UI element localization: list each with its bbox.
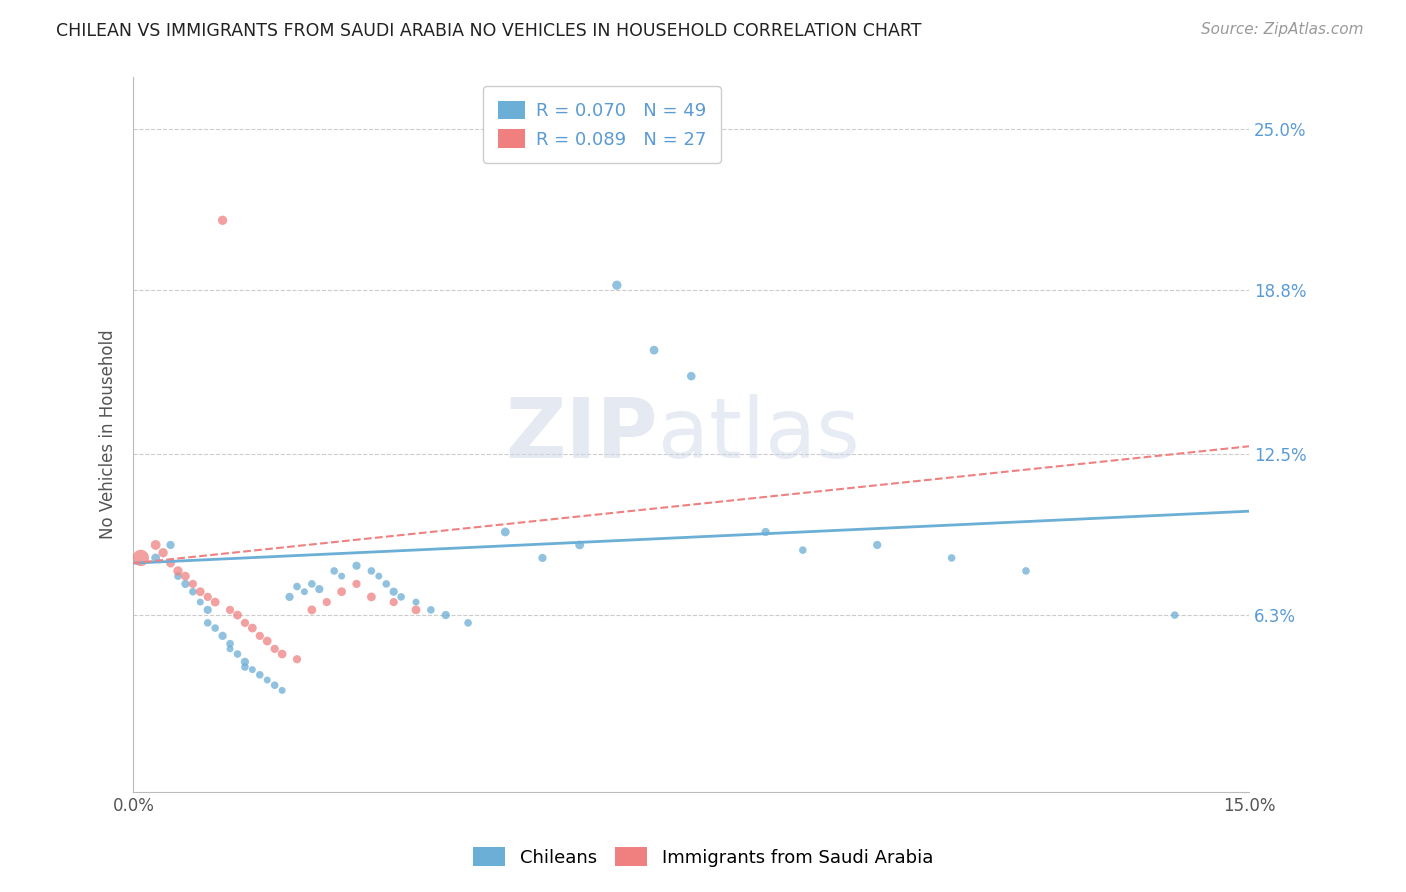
- Point: [233, 660, 256, 674]
- Point: [256, 673, 278, 687]
- Point: [792, 543, 814, 558]
- Point: [568, 538, 591, 552]
- Point: [219, 637, 242, 651]
- Text: atlas: atlas: [658, 394, 859, 475]
- Point: [152, 546, 174, 560]
- Point: [1164, 608, 1187, 623]
- Point: [643, 343, 665, 358]
- Point: [434, 608, 457, 623]
- Point: [367, 569, 389, 583]
- Point: [755, 524, 778, 539]
- Point: [271, 683, 294, 698]
- Point: [167, 564, 190, 578]
- Point: [360, 590, 382, 604]
- Point: [181, 584, 204, 599]
- Point: [294, 584, 316, 599]
- Point: [389, 590, 412, 604]
- Point: [240, 663, 263, 677]
- Point: [233, 615, 256, 630]
- Point: [941, 550, 963, 565]
- Point: [249, 629, 271, 643]
- Point: [278, 590, 301, 604]
- Point: [219, 603, 242, 617]
- Point: [129, 550, 152, 565]
- Point: [405, 603, 427, 617]
- Point: [240, 621, 263, 635]
- Point: [188, 584, 211, 599]
- Point: [866, 538, 889, 552]
- Point: [263, 678, 285, 692]
- Point: [405, 595, 427, 609]
- Text: ZIP: ZIP: [505, 394, 658, 475]
- Point: [606, 278, 628, 293]
- Point: [211, 213, 233, 227]
- Point: [330, 569, 353, 583]
- Point: [285, 580, 308, 594]
- Point: [285, 652, 308, 666]
- Legend: Chileans, Immigrants from Saudi Arabia: Chileans, Immigrants from Saudi Arabia: [465, 840, 941, 874]
- Point: [197, 590, 219, 604]
- Point: [308, 582, 330, 596]
- Point: [531, 550, 554, 565]
- Point: [301, 603, 323, 617]
- Point: [346, 577, 368, 591]
- Point: [174, 577, 197, 591]
- Point: [145, 550, 167, 565]
- Point: [159, 556, 181, 570]
- Point: [219, 641, 242, 656]
- Point: [197, 603, 219, 617]
- Point: [323, 564, 346, 578]
- Point: [315, 595, 337, 609]
- Point: [360, 564, 382, 578]
- Point: [681, 369, 703, 384]
- Point: [263, 641, 285, 656]
- Point: [211, 629, 233, 643]
- Text: Source: ZipAtlas.com: Source: ZipAtlas.com: [1201, 22, 1364, 37]
- Point: [188, 595, 211, 609]
- Point: [204, 595, 226, 609]
- Point: [226, 647, 249, 661]
- Legend: R = 0.070   N = 49, R = 0.089   N = 27: R = 0.070 N = 49, R = 0.089 N = 27: [484, 87, 720, 163]
- Point: [301, 577, 323, 591]
- Point: [330, 584, 353, 599]
- Point: [346, 558, 368, 573]
- Point: [197, 615, 219, 630]
- Text: CHILEAN VS IMMIGRANTS FROM SAUDI ARABIA NO VEHICLES IN HOUSEHOLD CORRELATION CHA: CHILEAN VS IMMIGRANTS FROM SAUDI ARABIA …: [56, 22, 922, 40]
- Y-axis label: No Vehicles in Household: No Vehicles in Household: [100, 330, 117, 540]
- Point: [174, 569, 197, 583]
- Point: [382, 595, 405, 609]
- Point: [249, 668, 271, 682]
- Point: [375, 577, 398, 591]
- Point: [145, 538, 167, 552]
- Point: [181, 577, 204, 591]
- Point: [226, 608, 249, 623]
- Point: [382, 584, 405, 599]
- Point: [159, 538, 181, 552]
- Point: [167, 569, 190, 583]
- Point: [419, 603, 441, 617]
- Point: [494, 524, 516, 539]
- Point: [256, 634, 278, 648]
- Point: [204, 621, 226, 635]
- Point: [233, 655, 256, 669]
- Point: [271, 647, 294, 661]
- Point: [457, 615, 479, 630]
- Point: [1015, 564, 1038, 578]
